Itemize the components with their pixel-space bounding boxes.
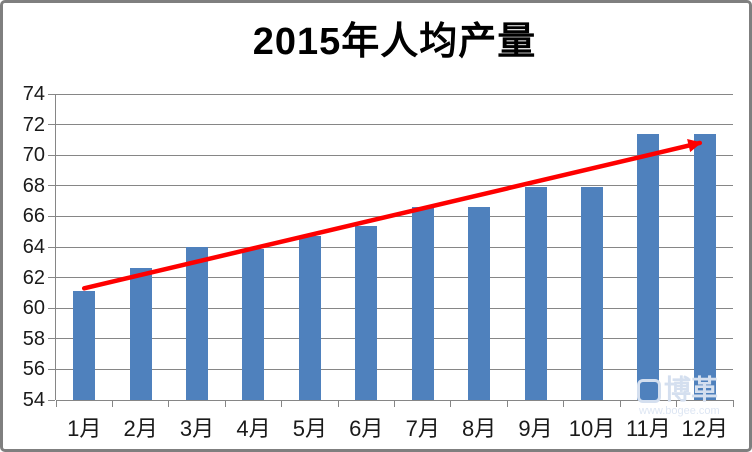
y-axis-tick xyxy=(48,154,55,156)
bar-12月 xyxy=(693,133,716,400)
watermark: 博革 www.bogee.com xyxy=(637,375,749,417)
y-tick-label: 60 xyxy=(22,297,45,320)
x-axis-tick xyxy=(450,400,452,407)
watermark-url: www.bogee.com xyxy=(639,405,720,417)
y-tick-label: 54 xyxy=(22,389,45,411)
x-axis-tick xyxy=(281,400,283,407)
bar-7月 xyxy=(411,207,434,400)
bar-3月 xyxy=(186,247,209,400)
x-tick-label: 9月 xyxy=(518,416,553,441)
x-tick-label: 3月 xyxy=(179,416,215,441)
y-tick-label: 72 xyxy=(22,113,45,136)
x-tick-label: 8月 xyxy=(462,416,497,441)
y-axis-tick xyxy=(48,338,55,340)
x-axis-tick xyxy=(224,400,226,407)
x-axis-tick xyxy=(337,400,339,407)
gridline xyxy=(56,124,733,126)
y-axis-tick xyxy=(48,185,55,187)
x-axis-tick xyxy=(676,400,678,407)
y-axis-tick xyxy=(48,215,55,217)
gridline xyxy=(56,215,733,217)
gridline xyxy=(56,93,733,95)
bar-6月 xyxy=(355,225,378,400)
y-tick-label: 68 xyxy=(22,174,45,197)
y-axis-tick xyxy=(48,368,55,370)
watermark-text: 博革 xyxy=(664,375,718,405)
x-tick-label: 12月 xyxy=(681,416,729,441)
gridline xyxy=(56,185,733,187)
x-axis-tick xyxy=(394,400,395,407)
y-tick-label: 74 xyxy=(22,83,45,105)
watermark-logo-icon xyxy=(637,378,661,403)
x-axis-tick xyxy=(55,400,57,407)
x-tick-label: 11月 xyxy=(625,416,671,441)
x-axis-tick xyxy=(168,400,170,407)
x-tick-label: 4月 xyxy=(236,416,271,441)
x-tick-label: 7月 xyxy=(405,416,440,441)
gridline xyxy=(56,154,733,156)
gridline xyxy=(56,277,733,279)
gridline xyxy=(56,368,733,370)
x-axis-tick xyxy=(111,400,113,407)
bar-10月 xyxy=(580,187,603,400)
x-tick-label: 10月 xyxy=(568,416,616,441)
x-tick-label: 6月 xyxy=(349,416,384,441)
chart-title: 2015年人均产量 xyxy=(252,21,537,63)
x-axis-tick xyxy=(732,400,734,407)
y-axis-tick xyxy=(48,307,55,309)
y-axis-tick xyxy=(48,277,55,279)
y-tick-label: 56 xyxy=(22,358,45,381)
y-axis-tick xyxy=(48,399,55,401)
y-tick-label: 66 xyxy=(22,205,45,228)
x-axis-tick xyxy=(506,400,508,407)
bar-5月 xyxy=(298,236,321,400)
gridline xyxy=(56,246,733,248)
bar-2月 xyxy=(129,268,152,400)
y-axis-tick xyxy=(48,124,55,126)
bar-4月 xyxy=(242,248,265,400)
x-axis-tick xyxy=(619,400,621,407)
bar-9月 xyxy=(524,187,547,400)
plot-area: 54 56 58 60 62 64 66 68 70 72 74 1月 2月 3月 4月 5月 6月 7月 8月 9月… xyxy=(23,83,734,441)
x-tick-label: 2月 xyxy=(123,416,158,441)
x-tick-label: 1月 xyxy=(67,416,102,441)
x-tick-label: 5月 xyxy=(292,416,327,441)
y-tick-label: 58 xyxy=(22,327,45,350)
y-axis-line xyxy=(55,94,56,400)
y-axis-tick xyxy=(48,93,55,95)
x-axis-tick xyxy=(563,400,565,407)
bar-8月 xyxy=(468,207,491,400)
gridline xyxy=(56,307,733,309)
y-tick-label: 62 xyxy=(22,266,45,289)
y-axis-tick xyxy=(48,246,55,248)
y-tick-label: 70 xyxy=(22,144,45,167)
bar-11月 xyxy=(637,133,660,400)
bar-1月 xyxy=(73,291,96,400)
y-tick-label: 64 xyxy=(22,236,45,258)
gridline xyxy=(56,338,733,340)
